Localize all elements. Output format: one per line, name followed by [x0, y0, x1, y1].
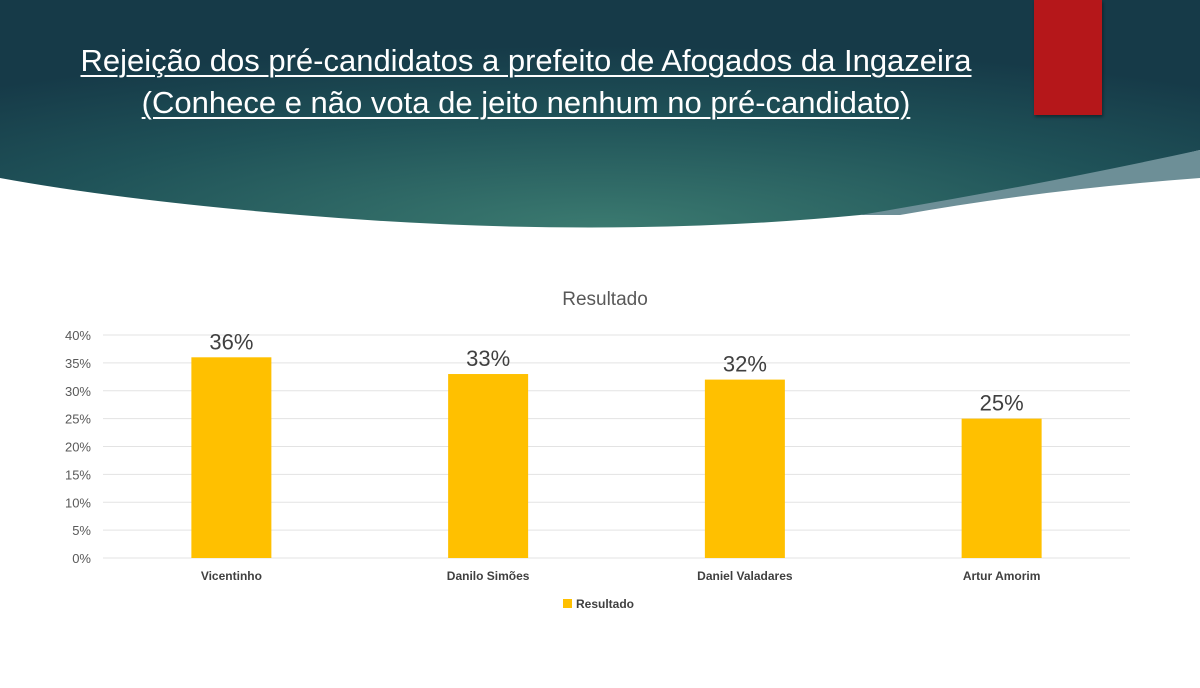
header-background	[0, 0, 1200, 228]
y-tick-label: 10%	[65, 495, 91, 510]
y-tick-label: 0%	[72, 551, 91, 566]
y-tick-label: 20%	[65, 440, 91, 455]
y-tick-label: 40%	[65, 328, 91, 343]
x-tick-label: Artur Amorim	[963, 569, 1041, 583]
bar-daniel-valadares	[704, 379, 785, 558]
bar-artur-amorim	[961, 418, 1042, 558]
y-tick-label: 25%	[65, 412, 91, 427]
accent-bar	[1034, 0, 1102, 115]
legend-label: Resultado	[576, 597, 634, 611]
y-tick-label: 5%	[72, 523, 91, 538]
data-label: 25%	[980, 391, 1024, 416]
bar-vicentinho	[191, 357, 272, 558]
legend-swatch	[563, 599, 572, 608]
data-label: 32%	[723, 352, 767, 377]
slide-title: Rejeição dos pré-candidatos a prefeito d…	[80, 43, 972, 120]
x-tick-label: Daniel Valadares	[697, 569, 793, 583]
x-tick-label: Vicentinho	[201, 569, 262, 583]
data-label: 33%	[466, 346, 510, 371]
data-label: 36%	[209, 329, 253, 354]
y-tick-label: 30%	[65, 384, 91, 399]
y-tick-label: 35%	[65, 356, 91, 371]
x-tick-label: Danilo Simões	[447, 569, 530, 583]
chart-title: Resultado	[562, 289, 648, 310]
y-tick-label: 15%	[65, 467, 91, 482]
bar-danilo-simões	[448, 374, 529, 558]
